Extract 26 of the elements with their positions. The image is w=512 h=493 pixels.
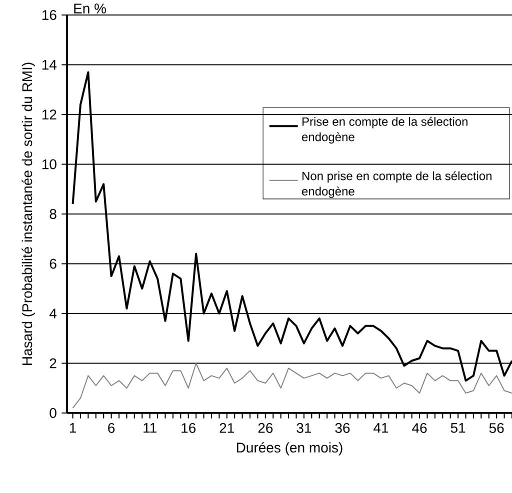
text: En % [74,4,106,14]
y-tick-label: 10 [42,159,56,170]
y-tick-label: 6 [50,258,56,269]
x-tick-label: 36 [335,423,350,433]
x-tick-label: 51 [450,423,466,433]
y-tick-label: 8 [50,209,56,219]
legend-label: Prise en compte de la sélection endogène [302,116,468,144]
legend-label: Non prise en compte de la sélection endogène [302,171,492,198]
x-tick-label: 46 [412,423,427,433]
y-tick-label: 2 [50,358,56,368]
y-tick-label: 16 [42,10,56,20]
y-tick-label: 14 [42,60,57,70]
x-tick-label: 31 [296,423,312,433]
y-tick-label: 4 [49,308,57,318]
x-tick-label: 26 [258,423,273,433]
y-tick-label: 0 [50,408,56,418]
x-tick-label: 11 [144,423,156,433]
x-axis-title: Durées (en mois) [236,442,342,456]
y-tick-label: 12 [42,110,56,120]
x-tick-label: 56 [489,423,504,433]
x-tick-label: 1 [70,423,76,433]
x-tick-label: 16 [182,423,196,433]
y-axis-title: Hasard (Probabilité instantanée de sortir du RMI) [22,62,35,365]
x-tick-label: 41 [374,423,388,433]
x-tick-label: 6 [108,423,115,433]
x-tick-label: 21 [220,423,234,433]
